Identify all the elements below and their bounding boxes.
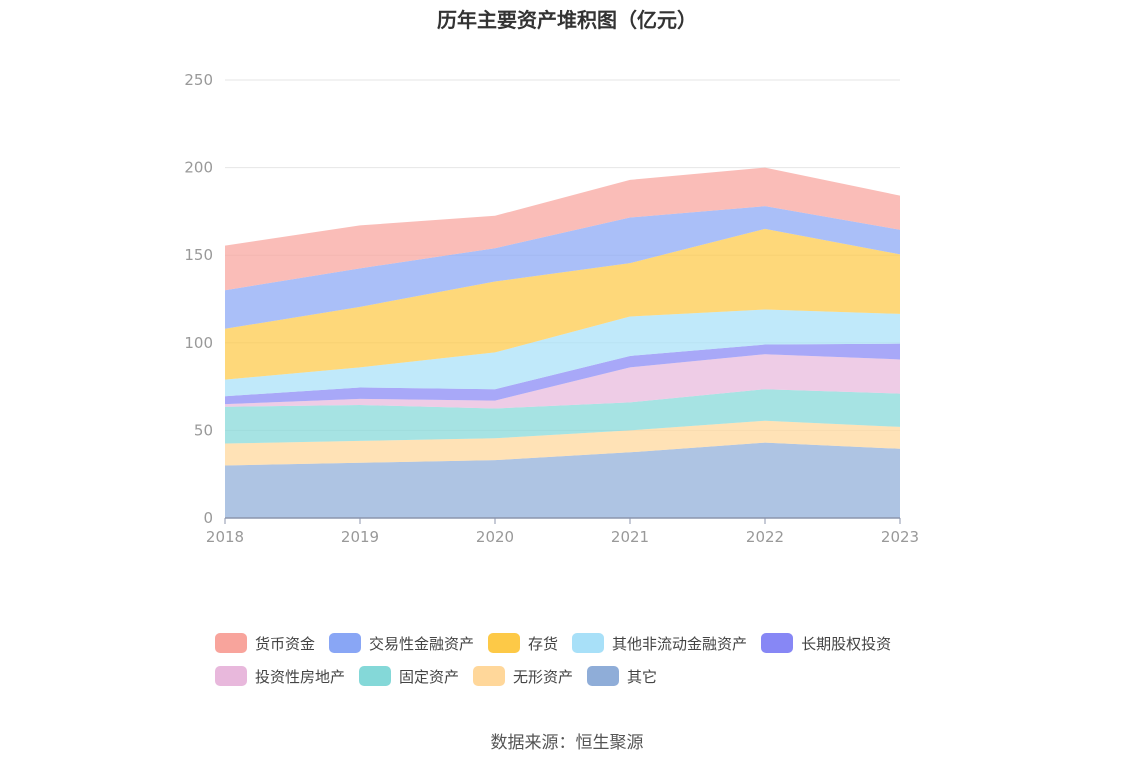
legend-item[interactable]: 长期股权投资: [761, 633, 891, 654]
y-tick-label: 250: [184, 71, 213, 89]
x-tick-label: 2023: [881, 528, 919, 546]
legend-label: 货币资金: [255, 634, 316, 653]
y-tick-label: 0: [203, 509, 213, 527]
x-tick-label: 2019: [341, 528, 379, 546]
chart-title: 历年主要资产堆积图（亿元）: [437, 8, 697, 32]
area-series-8: [225, 167, 900, 291]
area-series-2: [225, 389, 900, 444]
legend-swatch: [761, 633, 794, 653]
x-tick-label: 2021: [611, 528, 649, 546]
legend-label: 投资性房地产: [255, 667, 346, 686]
legend-row-2: 投资性房地产 固定资产 无形资产 其它: [215, 663, 945, 689]
legend-swatch: [572, 633, 605, 653]
x-tick-label: 2022: [746, 528, 784, 546]
area-series-0: [225, 442, 900, 518]
x-tick-label: 2018: [206, 528, 244, 546]
legend-label: 其他非流动金融资产: [612, 634, 748, 653]
legend-label: 无形资产: [513, 667, 574, 686]
legend-swatch: [587, 666, 620, 686]
area-series-7: [225, 206, 900, 329]
y-tick-label: 50: [194, 421, 213, 439]
legend-label: 存货: [528, 634, 559, 653]
x-tick-label: 2020: [476, 528, 514, 546]
legend-label: 交易性金融资产: [369, 634, 475, 653]
legend-swatch: [329, 633, 362, 653]
area-series-6: [225, 228, 900, 380]
legend-label: 固定资产: [399, 667, 460, 686]
legend-item[interactable]: 其它: [587, 666, 657, 687]
y-tick-label: 150: [184, 246, 213, 264]
legend-row-1: 货币资金 交易性金融资产 存货 其他非流动金融资产 长期股权投资: [215, 630, 945, 656]
legend-swatch: [215, 633, 247, 653]
legend-item[interactable]: 货币资金: [215, 633, 315, 654]
area-series-3: [225, 354, 900, 409]
legend-swatch: [359, 666, 392, 686]
legend-item[interactable]: 固定资产: [359, 666, 459, 687]
area-series-1: [225, 420, 900, 466]
y-tick-label: 200: [184, 159, 213, 177]
legend-item[interactable]: 存货: [488, 633, 558, 654]
legend-swatch: [488, 633, 521, 653]
area-series-5: [225, 309, 900, 397]
legend: 货币资金 交易性金融资产 存货 其他非流动金融资产 长期股权投资 投资性房地产 固定资产 无…: [215, 630, 945, 696]
y-tick-label: 100: [184, 334, 213, 352]
legend-swatch: [215, 666, 247, 686]
area-series-4: [225, 343, 900, 405]
legend-swatch: [473, 666, 506, 686]
legend-item[interactable]: 无形资产: [473, 666, 573, 687]
legend-item[interactable]: 其他非流动金融资产: [572, 633, 747, 654]
source-note: 数据来源：恒生聚源: [490, 733, 644, 753]
legend-item[interactable]: 交易性金融资产: [329, 633, 474, 654]
legend-label: 其它: [627, 667, 658, 686]
legend-label: 长期股权投资: [801, 634, 892, 653]
legend-item[interactable]: 投资性房地产: [215, 666, 345, 687]
